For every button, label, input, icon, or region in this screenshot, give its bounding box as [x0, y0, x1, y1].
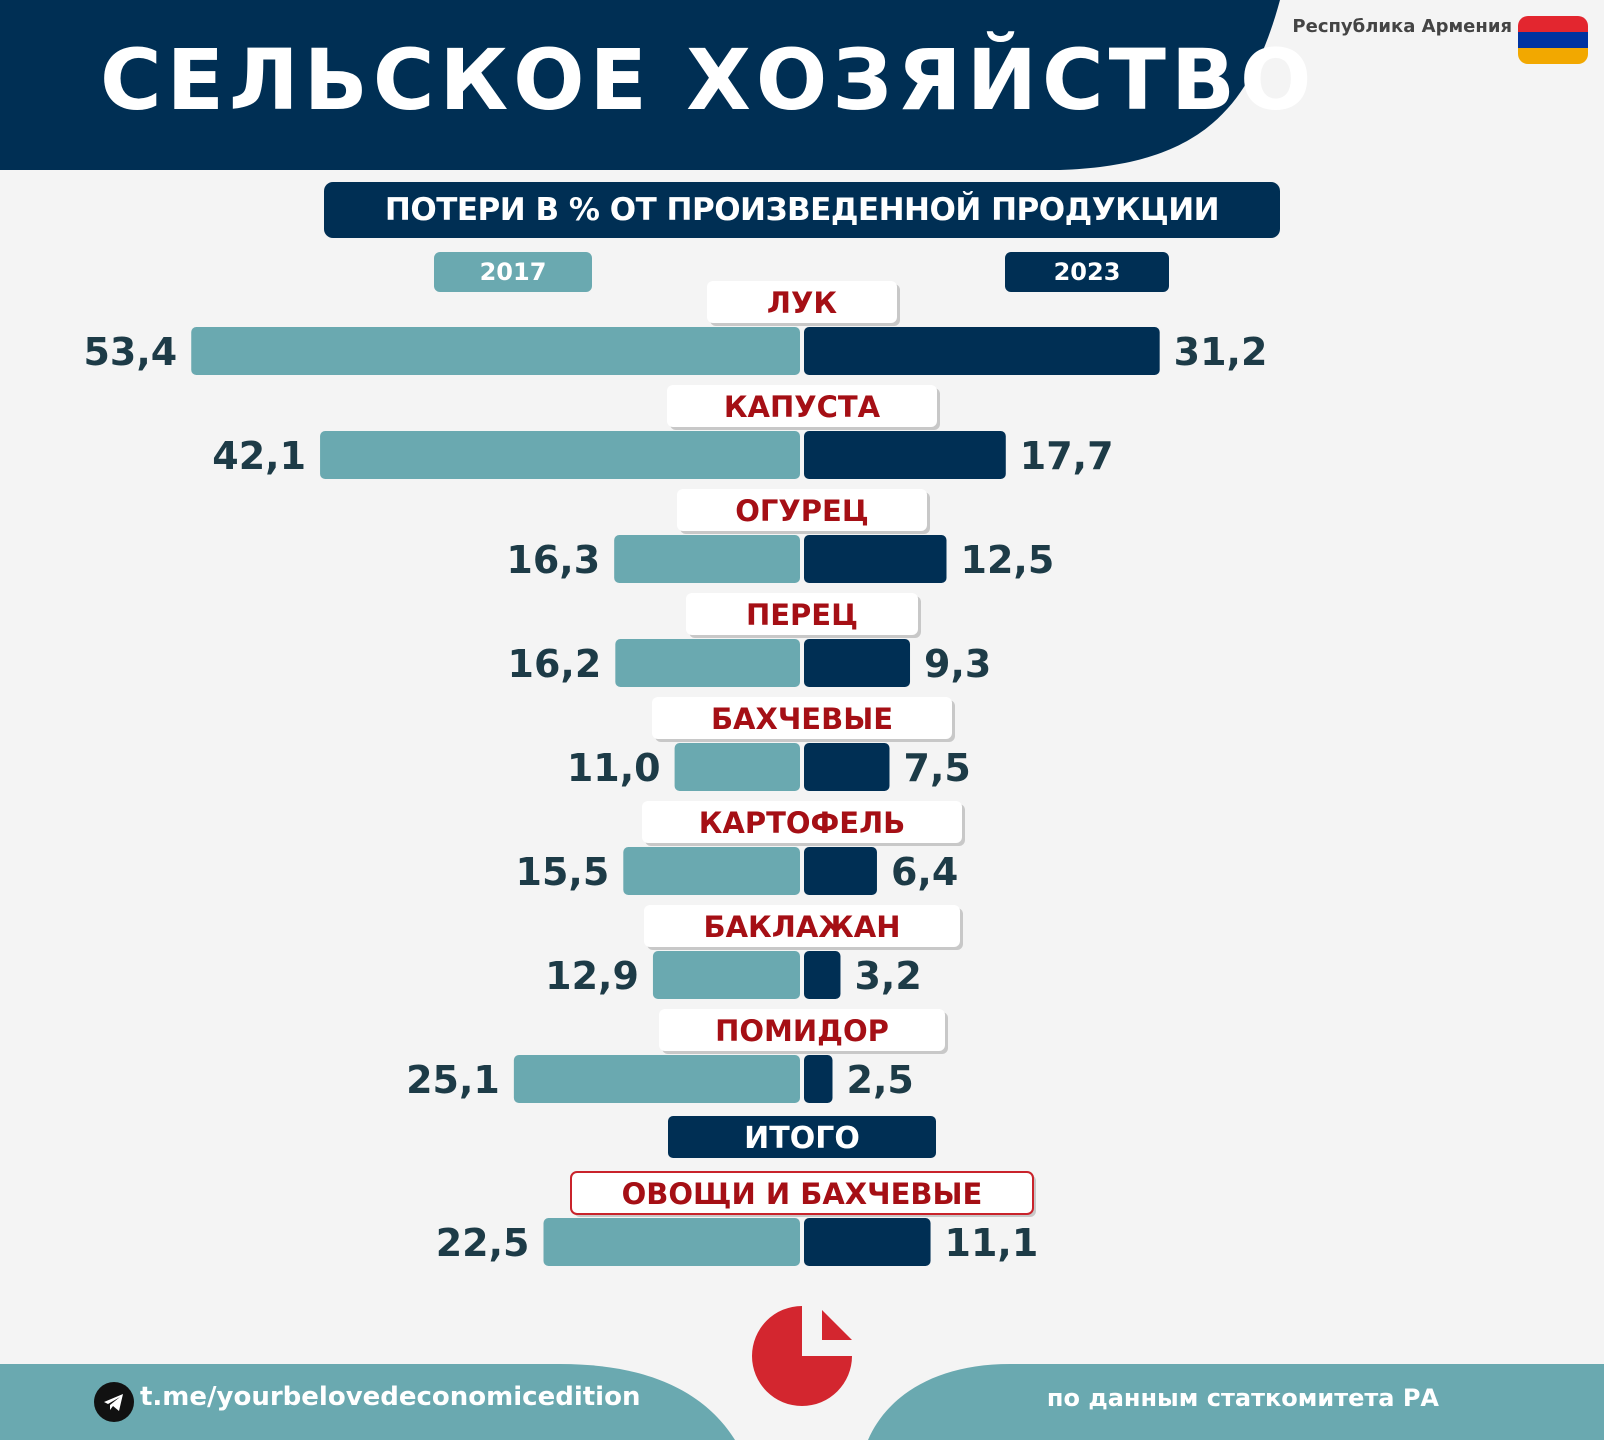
- value-label-2023: 31,2: [1174, 330, 1268, 374]
- value-label-2017: 53,4: [83, 330, 177, 374]
- value-label-2017: 11,0: [567, 746, 661, 790]
- value-label-2017: 22,5: [436, 1221, 530, 1265]
- bar-2017: [615, 639, 800, 687]
- bar-2017: [543, 1218, 800, 1266]
- category-label-box: [644, 905, 960, 947]
- category-label: БАКЛАЖАН: [704, 910, 901, 944]
- value-label-2017: 42,1: [212, 434, 306, 478]
- value-label-2017: 25,1: [406, 1058, 500, 1102]
- value-label-2017: 16,3: [506, 538, 600, 582]
- value-label-2017: 15,5: [516, 850, 610, 894]
- armenia-flag-icon: [1518, 16, 1588, 64]
- legend-2017: 2017: [434, 252, 592, 292]
- bar-2023: [804, 1055, 833, 1103]
- category-label: ОВОЩИ И БАХЧЕВЫЕ: [622, 1177, 983, 1211]
- bar-2023: [804, 327, 1160, 375]
- bar-2023: [804, 743, 890, 791]
- value-label-2023: 9,3: [924, 642, 991, 686]
- total-header: ИТОГО: [744, 1121, 860, 1156]
- bar-2023: [804, 951, 841, 999]
- category-label-box: [652, 697, 952, 739]
- category-label: КАПУСТА: [724, 390, 881, 424]
- category-label: БАХЧЕВЫЕ: [711, 702, 893, 736]
- legend-2023: 2023: [1005, 252, 1169, 292]
- bar-2017: [623, 847, 800, 895]
- category-label: КАРТОФЕЛЬ: [699, 806, 906, 840]
- source-note: по данным статкомитета РА: [1046, 1384, 1439, 1412]
- header-banner: [0, 0, 1280, 170]
- bar-2023: [804, 1218, 931, 1266]
- category-label-box: [677, 489, 927, 531]
- page-title: СЕЛЬСКОЕ ХОЗЯЙСТВО: [100, 31, 1317, 129]
- category-label: ЛУК: [767, 286, 837, 320]
- category-label-box: [659, 1009, 945, 1051]
- category-label-box: [686, 593, 918, 635]
- value-label-2023: 7,5: [904, 746, 971, 790]
- value-label-2023: 3,2: [854, 954, 921, 998]
- value-label-2023: 17,7: [1020, 434, 1114, 478]
- value-label-2023: 12,5: [961, 538, 1055, 582]
- footer-left-shape: [0, 1364, 735, 1440]
- bar-2017: [191, 327, 801, 375]
- category-label-box: [707, 281, 897, 323]
- telegram-link[interactable]: t.me/yourbelovedeconomicedition: [140, 1382, 641, 1412]
- value-label-2023: 2,5: [847, 1058, 914, 1102]
- total-header-box: [668, 1116, 936, 1158]
- category-label: ОГУРЕЦ: [735, 494, 868, 528]
- value-label-2023: 11,1: [945, 1221, 1039, 1265]
- bar-2017: [320, 431, 800, 479]
- bar-2023: [804, 847, 877, 895]
- bar-2017: [513, 1055, 800, 1103]
- country-label: Республика Армения: [1292, 16, 1512, 37]
- bar-2023: [804, 639, 911, 687]
- category-label-box: [570, 1171, 1034, 1215]
- footer-right-shape: [868, 1364, 1604, 1440]
- bar-2023: [804, 431, 1006, 479]
- category-label-box: [642, 801, 962, 843]
- value-label-2017: 12,9: [545, 954, 639, 998]
- value-label-2023: 6,4: [891, 850, 958, 894]
- value-label-2017: 16,2: [508, 642, 602, 686]
- bar-2017: [652, 951, 800, 999]
- category-label-box: [667, 385, 937, 427]
- brand-logo-icon: [752, 1306, 852, 1406]
- category-label: ПЕРЕЦ: [746, 598, 858, 632]
- telegram-icon[interactable]: [94, 1382, 134, 1422]
- bar-2017: [674, 743, 800, 791]
- bar-2023: [804, 535, 947, 583]
- bar-2017: [614, 535, 800, 583]
- category-label: ПОМИДОР: [715, 1014, 889, 1048]
- chart-subtitle: ПОТЕРИ В % ОТ ПРОИЗВЕДЕННОЙ ПРОДУКЦИИ: [324, 182, 1280, 238]
